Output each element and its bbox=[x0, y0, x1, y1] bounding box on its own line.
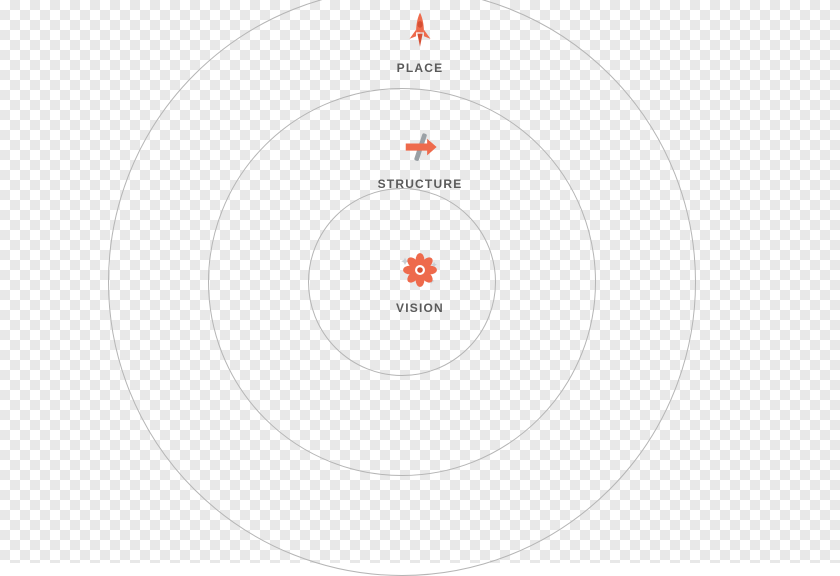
arrow-cross-icon bbox=[401, 128, 439, 171]
tier-structure-label: STRUCTURE bbox=[378, 177, 463, 191]
flower-icon bbox=[400, 250, 440, 295]
tier-place: PLACE bbox=[0, 10, 840, 75]
tier-vision: VISION bbox=[0, 250, 840, 315]
tier-vision-label: VISION bbox=[396, 301, 444, 315]
tier-place-label: PLACE bbox=[397, 61, 444, 75]
rocket-icon bbox=[399, 10, 441, 57]
tier-structure: STRUCTURE bbox=[0, 128, 840, 191]
